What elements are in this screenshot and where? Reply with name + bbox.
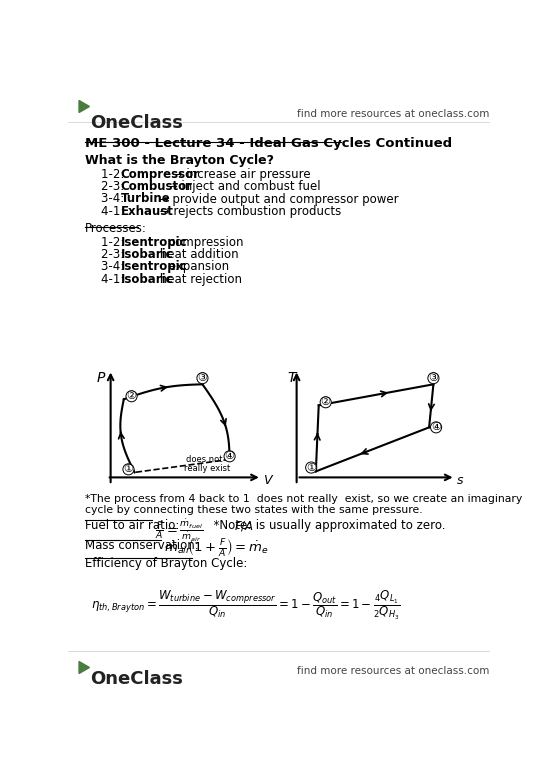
Text: compression: compression	[165, 236, 243, 249]
Text: → rejects combustion products: → rejects combustion products	[156, 205, 342, 218]
Text: find more resources at oneclass.com: find more resources at oneclass.com	[296, 109, 489, 119]
Text: V: V	[263, 474, 272, 487]
Text: → increase air pressure: → increase air pressure	[169, 168, 311, 181]
Text: ③: ③	[429, 373, 438, 383]
Text: cycle by connecting these two states with the same pressure.: cycle by connecting these two states wit…	[85, 505, 423, 515]
Text: 2-3:: 2-3:	[101, 180, 127, 193]
Text: 2-3:: 2-3:	[101, 248, 127, 261]
Text: *The process from 4 back to 1  does not really  exist, so we create an imaginary: *The process from 4 back to 1 does not r…	[85, 494, 522, 504]
Text: 3-4:: 3-4:	[101, 192, 127, 206]
Text: is usually approximated to zero.: is usually approximated to zero.	[252, 519, 446, 532]
Text: Isentropic: Isentropic	[121, 236, 187, 249]
Text: 3-4:: 3-4:	[101, 260, 127, 273]
Text: ①: ①	[306, 463, 316, 473]
Text: OneClass: OneClass	[90, 114, 183, 132]
Text: *Note:: *Note:	[206, 519, 255, 532]
Text: Compressor: Compressor	[121, 168, 200, 181]
Text: ①: ①	[123, 464, 133, 474]
Text: $F/A$: $F/A$	[234, 519, 254, 533]
Text: → inject and combust fuel: → inject and combust fuel	[164, 180, 321, 193]
Text: ④: ④	[225, 451, 234, 461]
Text: Isentropic: Isentropic	[121, 260, 187, 273]
Text: really exist: really exist	[184, 464, 230, 474]
Text: Turbine: Turbine	[121, 192, 170, 206]
Text: 4-1:: 4-1:	[101, 205, 128, 218]
Text: T: T	[287, 371, 296, 385]
Text: Mass conservation:: Mass conservation:	[85, 539, 199, 552]
Text: $\dot{m}_{air}\!\left(1+\frac{F}{A}\right)=\dot{m}_e$: $\dot{m}_{air}\!\left(1+\frac{F}{A}\righ…	[164, 537, 269, 559]
Text: Combustor: Combustor	[121, 180, 193, 193]
Text: 4-1:: 4-1:	[101, 273, 128, 286]
Text: expansion: expansion	[165, 260, 229, 273]
Text: What is the Brayton Cycle?: What is the Brayton Cycle?	[85, 154, 274, 167]
Text: OneClass: OneClass	[90, 670, 183, 688]
Text: s: s	[457, 474, 463, 487]
Text: Isobaric: Isobaric	[121, 273, 174, 286]
Text: → provide output and compressor power: → provide output and compressor power	[155, 192, 398, 206]
Text: 1-2:: 1-2:	[101, 168, 128, 181]
Text: ②: ②	[320, 397, 331, 407]
Text: $\eta_{th,Brayton} = \dfrac{W_{turbine} - W_{compressor}}{Q_{in}} = 1 - \dfrac{Q: $\eta_{th,Brayton} = \dfrac{W_{turbine} …	[91, 588, 401, 621]
Text: $\frac{F}{A} = \frac{\dot{m}_{fuel}}{\dot{m}_{air}}$: $\frac{F}{A} = \frac{\dot{m}_{fuel}}{\do…	[155, 517, 203, 544]
Text: ④: ④	[431, 423, 441, 432]
Text: ③: ③	[197, 373, 207, 383]
Text: Fuel to air ratio:: Fuel to air ratio:	[85, 519, 180, 532]
Text: ②: ②	[127, 391, 137, 401]
Text: heat addition: heat addition	[156, 248, 239, 261]
Text: find more resources at oneclass.com: find more resources at oneclass.com	[296, 666, 489, 676]
Text: Exhaust: Exhaust	[121, 205, 174, 218]
Text: ME 300 - Lecture 34 - Ideal Gas Cycles Continued: ME 300 - Lecture 34 - Ideal Gas Cycles C…	[85, 137, 452, 150]
Text: does not: does not	[186, 455, 222, 464]
Text: Isobaric: Isobaric	[121, 248, 174, 261]
Text: P: P	[97, 371, 105, 385]
Text: 1-2:: 1-2:	[101, 236, 128, 249]
Text: Processes:: Processes:	[85, 222, 147, 235]
Text: Efficiency of Brayton Cycle:: Efficiency of Brayton Cycle:	[85, 557, 248, 571]
Text: heat rejection: heat rejection	[156, 273, 242, 286]
